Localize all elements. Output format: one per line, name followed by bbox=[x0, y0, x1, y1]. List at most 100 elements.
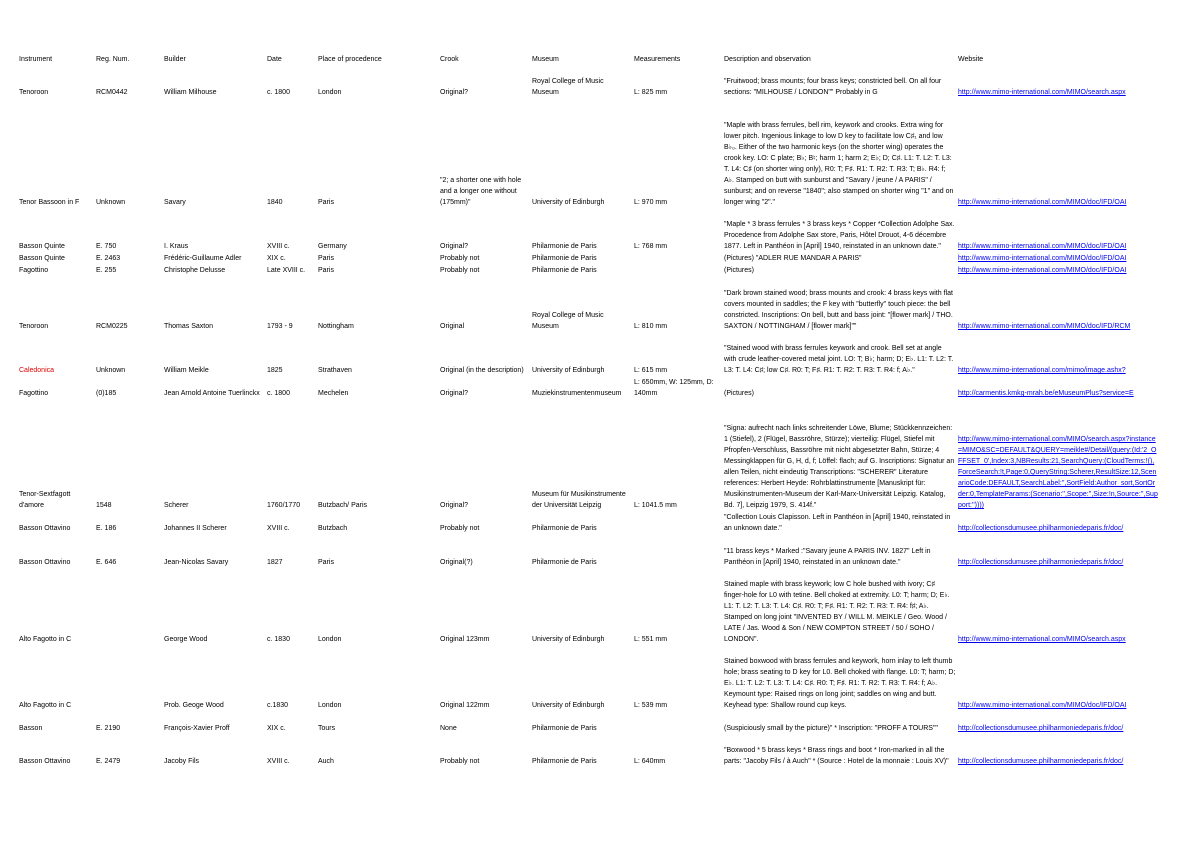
description-cell: "Fruitwood; brass mounts; four brass key… bbox=[724, 78, 942, 96]
instrument-cell: Tenoroon bbox=[19, 323, 49, 330]
place-cell: Paris bbox=[318, 559, 334, 566]
website-cell[interactable]: http://www.mimo-international.com/MIMO/d… bbox=[958, 199, 1127, 206]
website-cell[interactable]: http://www.mimo-international.com/mimo/i… bbox=[958, 367, 1126, 374]
measurements-cell: L: 1041.5 mm bbox=[634, 502, 677, 509]
instrument-cell: Basson bbox=[19, 725, 43, 732]
header-cell: Website bbox=[958, 56, 984, 63]
date-cell: 1840 bbox=[267, 199, 283, 206]
measurements-cell: L: 970 mm bbox=[634, 199, 668, 206]
website-cell[interactable]: http://www.mimo-international.com/MIMO/s… bbox=[958, 636, 1126, 643]
website-cell[interactable]: http://www.mimo-international.com/MIMO/d… bbox=[958, 255, 1127, 262]
website-cell[interactable]: http://www.mimo-international.com/MIMO/d… bbox=[958, 243, 1127, 250]
museum-cell: University of Edinburgh bbox=[532, 702, 605, 709]
builder-cell: Johannes II Scherer bbox=[164, 525, 227, 532]
website-cell[interactable]: http://collectionsdumusee.philharmoniede… bbox=[958, 725, 1124, 732]
website-cell[interactable]: http://www.mimo-international.com/MIMO/d… bbox=[958, 323, 1131, 330]
header-cell: Instrument bbox=[19, 56, 53, 63]
date-cell: XVIII c. bbox=[267, 525, 290, 532]
reg-num-cell: 1548 bbox=[96, 502, 112, 509]
measurements-cell: L: 810 mm bbox=[634, 323, 668, 330]
instrument-cell: Caledonica bbox=[19, 367, 55, 374]
builder-cell: Scherer bbox=[164, 502, 189, 509]
place-cell: Butzbach bbox=[318, 525, 348, 532]
instrument-cell: Basson Ottavino bbox=[19, 525, 71, 532]
description-cell: "Collection Louis Clapisson. Left in Pan… bbox=[724, 514, 951, 532]
instrument-cell: Basson Ottavino bbox=[19, 758, 71, 765]
crook-cell: Original (in the description) bbox=[440, 367, 524, 374]
website-cell[interactable]: http://www.mimo-international.com/MIMO/s… bbox=[958, 89, 1126, 96]
place-cell: Tours bbox=[318, 725, 336, 732]
crook-cell: Probably not bbox=[440, 255, 480, 262]
website-cell[interactable]: http://carmentis.kmkg-mrah.be/eMuseumPlu… bbox=[958, 390, 1134, 397]
description-cell: "11 brass keys * Marked :"Savary jeune A… bbox=[724, 548, 931, 566]
reg-num-cell: E. 2479 bbox=[96, 758, 121, 765]
crook-cell: Original 123mm bbox=[440, 636, 490, 643]
museum-cell: University of Edinburgh bbox=[532, 636, 605, 643]
instrument-cell: Fagottino bbox=[19, 267, 49, 274]
place-cell: Butzbach/ Paris bbox=[318, 502, 368, 509]
measurements-cell: L: 615 mm bbox=[634, 367, 668, 374]
builder-cell: I. Kraus bbox=[164, 243, 189, 250]
date-cell: 1827 bbox=[267, 559, 283, 566]
instrument-cell: Basson Ottavino bbox=[19, 559, 71, 566]
crook-cell: Probably not bbox=[440, 267, 480, 274]
date-cell: Late XVIII c. bbox=[267, 267, 306, 274]
place-cell: Paris bbox=[318, 255, 334, 262]
measurements-cell: L: 768 mm bbox=[634, 243, 668, 250]
instrument-cell: Basson Quinte bbox=[19, 255, 65, 262]
date-cell: XIX c. bbox=[267, 255, 286, 262]
builder-cell: Thomas Saxton bbox=[164, 323, 214, 330]
reg-num-cell: E. 186 bbox=[96, 525, 117, 532]
crook-cell: None bbox=[440, 725, 457, 732]
measurements-cell: L: 539 mm bbox=[634, 702, 668, 709]
description-cell: "Boxwood * 5 brass keys * Brass rings an… bbox=[724, 747, 949, 765]
builder-cell: François-Xavier Proff bbox=[164, 725, 230, 732]
place-cell: Mechelen bbox=[318, 390, 349, 397]
website-cell[interactable]: http://collectionsdumusee.philharmoniede… bbox=[958, 525, 1124, 532]
museum-cell: Royal College of Music Museum bbox=[532, 78, 604, 96]
header-cell: Measurements bbox=[634, 56, 681, 63]
crook-cell: Original bbox=[440, 323, 465, 330]
place-cell: Germany bbox=[318, 243, 347, 250]
header-cell: Builder bbox=[164, 56, 186, 63]
description-cell: "Maple with brass ferrules, bell rim, ke… bbox=[724, 122, 954, 206]
museum-cell: Philarmonie de Paris bbox=[532, 525, 597, 532]
description-cell: (Pictures) bbox=[724, 267, 754, 274]
website-cell[interactable]: http://www.mimo-international.com/MIMO/s… bbox=[958, 436, 1158, 509]
reg-num-cell: Unknown bbox=[96, 199, 126, 206]
reg-num-cell: E. 646 bbox=[96, 559, 117, 566]
crook-cell: Probably not bbox=[440, 758, 480, 765]
website-cell[interactable]: http://collectionsdumusee.philharmoniede… bbox=[958, 758, 1124, 765]
place-cell: London bbox=[318, 89, 342, 96]
crook-cell: Original 122mm bbox=[440, 702, 490, 709]
museum-cell: Philarmonie de Paris bbox=[532, 758, 597, 765]
reg-num-cell: Unknown bbox=[96, 367, 126, 374]
crook-cell: Original? bbox=[440, 390, 469, 397]
header-cell: Description and observation bbox=[724, 56, 811, 63]
museum-cell: Philarmonie de Paris bbox=[532, 243, 597, 250]
builder-cell: Christophe Delusse bbox=[164, 267, 226, 274]
date-cell: c.1830 bbox=[267, 702, 289, 709]
crook-cell: Original? bbox=[440, 243, 469, 250]
website-cell[interactable]: http://www.mimo-international.com/MIMO/d… bbox=[958, 267, 1127, 274]
instrument-cell: Fagottino bbox=[19, 390, 49, 397]
builder-cell: Frédéric-Guillaume Adler bbox=[164, 255, 242, 262]
place-cell: London bbox=[318, 702, 342, 709]
builder-cell: William Milhouse bbox=[164, 89, 217, 96]
website-cell[interactable]: http://collectionsdumusee.philharmoniede… bbox=[958, 559, 1124, 566]
date-cell: c. 1830 bbox=[267, 636, 290, 643]
description-cell: "Dark brown stained wood; brass mounts a… bbox=[724, 290, 953, 330]
description-cell: "Maple * 3 brass ferrules * 3 brass keys… bbox=[724, 221, 955, 250]
date-cell: 1825 bbox=[267, 367, 283, 374]
date-cell: c. 1800 bbox=[267, 390, 290, 397]
header-cell: Reg. Num. bbox=[96, 56, 130, 63]
reg-num-cell: RCM0442 bbox=[96, 89, 128, 96]
website-cell[interactable]: http://www.mimo-international.com/MIMO/d… bbox=[958, 702, 1127, 709]
reg-num-cell: E. 2190 bbox=[96, 725, 121, 732]
reg-num-cell: (0)185 bbox=[96, 390, 117, 397]
date-cell: 1793 - 9 bbox=[267, 323, 293, 330]
description-cell: (Pictures) bbox=[724, 390, 754, 397]
description-cell: "Signa: aufrecht nach links schreitender… bbox=[724, 425, 955, 509]
